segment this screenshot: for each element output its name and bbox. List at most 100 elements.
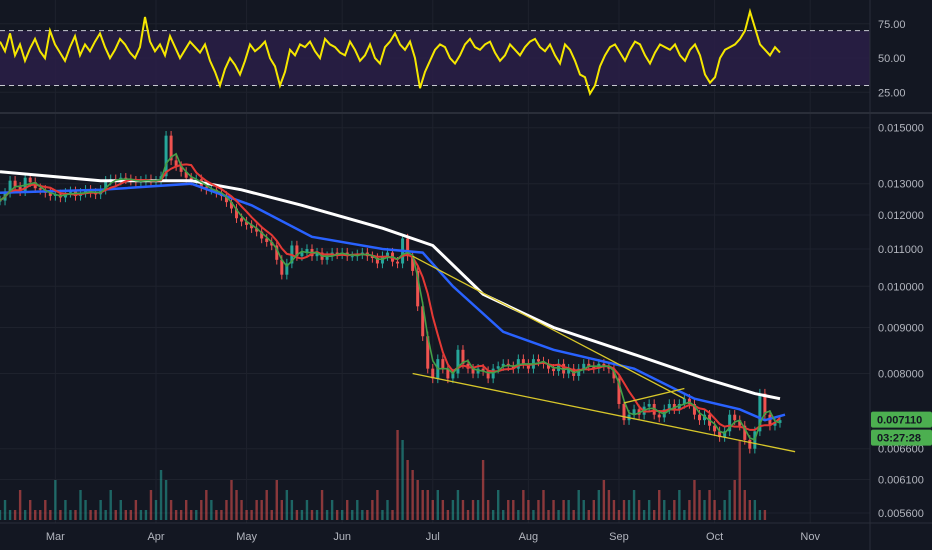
volume-bar — [250, 510, 253, 520]
volume-bar — [366, 510, 369, 520]
volume-bar — [602, 480, 606, 520]
candle-body — [511, 366, 515, 369]
volume-bar — [522, 490, 525, 520]
volume-bar — [577, 490, 580, 520]
candle-body — [773, 422, 777, 426]
volume-bar — [517, 510, 520, 520]
volume-bar — [386, 500, 389, 520]
volume-bar — [190, 510, 193, 520]
volume-bar — [527, 500, 530, 520]
volume-bar — [79, 490, 82, 520]
volume-bar — [567, 500, 570, 520]
volume-bar — [215, 510, 218, 520]
candle-body — [582, 363, 586, 369]
volume-bar — [260, 500, 263, 520]
volume-bar — [743, 490, 746, 520]
volume-bar — [270, 510, 273, 520]
volume-bar — [436, 490, 440, 520]
volume-bar — [169, 500, 173, 520]
candle-body — [486, 371, 490, 379]
candle-body — [255, 228, 259, 232]
volume-bar — [315, 510, 319, 520]
volume-bar — [124, 510, 128, 520]
price-tick-label: 0.011000 — [878, 244, 923, 256]
candle-body — [743, 425, 747, 440]
price-tick-label: 0.009000 — [878, 322, 924, 334]
candle-body — [179, 166, 183, 172]
rsi-band — [0, 30, 870, 86]
candle-body — [13, 180, 17, 187]
rsi-tick-label: 50.00 — [878, 53, 906, 65]
volume-bar — [89, 510, 92, 520]
price-axis-ticks: 0.015000 0.013000 0.012000 0.011000 0.010000… — [878, 123, 924, 520]
rsi-panel — [0, 7, 870, 97]
time-tick-label: Jul — [426, 531, 440, 543]
candle-body — [184, 171, 188, 178]
price-tick-label: 0.006100 — [878, 475, 924, 487]
time-tick-label: Aug — [519, 531, 539, 543]
candle-body — [28, 177, 32, 183]
volume-bar — [8, 510, 12, 520]
candle-body — [305, 249, 309, 253]
candle-body — [778, 420, 782, 423]
candle-body — [632, 409, 636, 415]
candle-body — [224, 195, 228, 203]
candle-body — [300, 252, 304, 257]
volume-bar — [325, 510, 329, 520]
candle-body — [612, 368, 616, 379]
time-axis[interactable]: Mar Apr May Jun Jul Aug Sep Oct Nov — [0, 522, 932, 543]
volume-bar — [758, 510, 762, 520]
volume-bar — [220, 510, 223, 520]
candle-body — [315, 252, 319, 257]
volume-bar — [617, 510, 621, 520]
candle-body — [607, 366, 611, 369]
volume-bar — [748, 500, 752, 520]
volume-bar — [376, 490, 379, 520]
volume-bar — [597, 490, 601, 520]
volume-bar — [391, 510, 394, 520]
volume-bar — [179, 510, 183, 520]
candle-body — [521, 359, 525, 364]
volume-bar — [607, 490, 611, 520]
candle-body — [406, 238, 410, 257]
volume-bar — [426, 490, 429, 520]
candle-body — [48, 192, 52, 196]
candle-body — [763, 393, 767, 415]
volume-bar — [471, 500, 475, 520]
volume-bar — [275, 480, 278, 520]
volume-bar — [411, 470, 414, 520]
candle-body — [718, 431, 722, 438]
volume-bar — [13, 510, 17, 520]
candle-body — [501, 363, 505, 367]
candle-body — [104, 180, 108, 190]
candle-body — [295, 245, 299, 257]
candle-body — [491, 368, 495, 379]
candle-body — [446, 368, 450, 379]
price-tick-label: 0.008000 — [878, 369, 924, 381]
volume-bar — [64, 500, 67, 520]
volume-bar — [647, 500, 651, 520]
volume-bar — [285, 490, 289, 520]
candle-body — [431, 368, 435, 379]
volume-bar — [84, 500, 87, 520]
candle-body — [552, 368, 556, 372]
candle-body — [416, 270, 420, 307]
candle-body — [577, 368, 581, 376]
volume-bar — [431, 500, 434, 520]
candle-body — [723, 431, 727, 438]
volume-bar — [94, 510, 97, 520]
candle-body — [375, 257, 379, 264]
volume-bar — [335, 510, 339, 520]
price-axis[interactable]: 75.00 50.00 25.00 0.015000 0.013000 0.012000… — [869, 0, 932, 550]
trendline — [623, 387, 685, 404]
volume-bar — [713, 500, 716, 520]
candle-body — [451, 373, 455, 379]
volume-bar — [255, 500, 258, 520]
volume-bar — [401, 440, 404, 520]
volume-bar — [23, 510, 27, 520]
candle-body — [461, 349, 465, 364]
volume-bar — [658, 490, 661, 520]
volume-bar — [738, 440, 741, 520]
